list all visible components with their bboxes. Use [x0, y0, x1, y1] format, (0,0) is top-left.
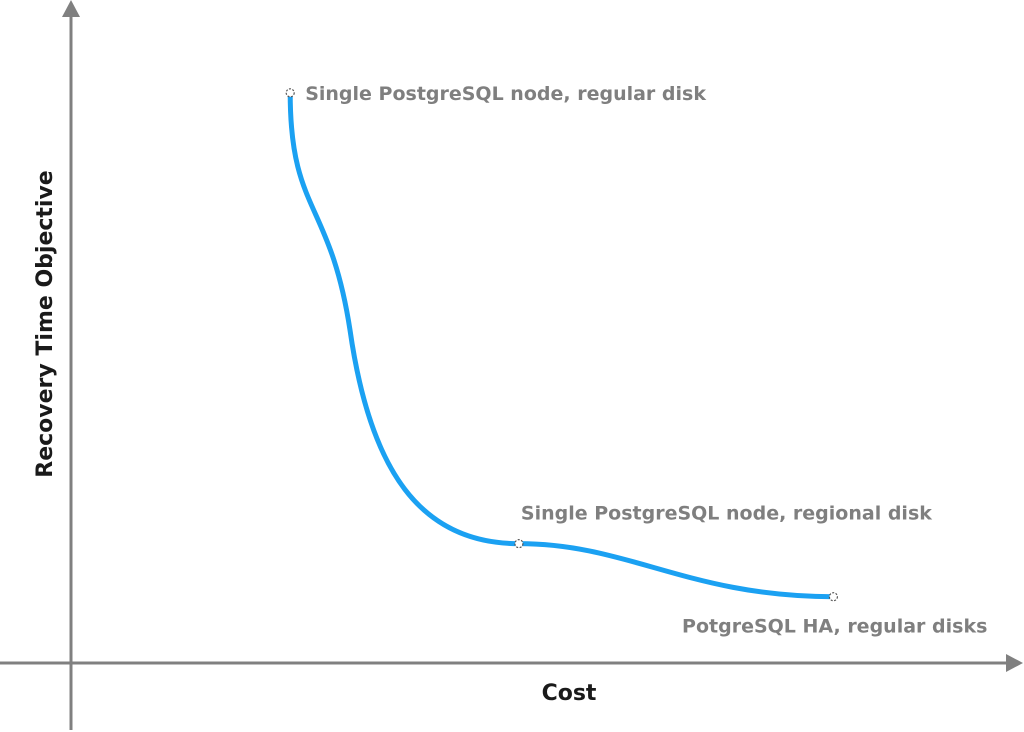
- series-line: [287, 90, 836, 600]
- x-axis-label: Cost: [542, 681, 597, 706]
- data-point-label: Single PostgreSQL node, regular disk: [305, 83, 706, 105]
- data-point-marker: [514, 539, 524, 549]
- data-point-marker: [285, 88, 295, 98]
- y-axis-label: Recovery Time Objective: [33, 170, 58, 477]
- data-point-marker: [828, 592, 839, 602]
- data-point-labels: Single PostgreSQL node, regular disk Sing…: [305, 83, 987, 638]
- data-point-markers: [285, 88, 839, 602]
- x-axis-arrow-icon: [1006, 654, 1023, 672]
- y-axis-arrow-icon: [62, 0, 80, 17]
- data-point-label: Single PostgreSQL node, regional disk: [521, 503, 932, 525]
- data-point-label: PotgreSQL HA, regular disks: [682, 616, 987, 638]
